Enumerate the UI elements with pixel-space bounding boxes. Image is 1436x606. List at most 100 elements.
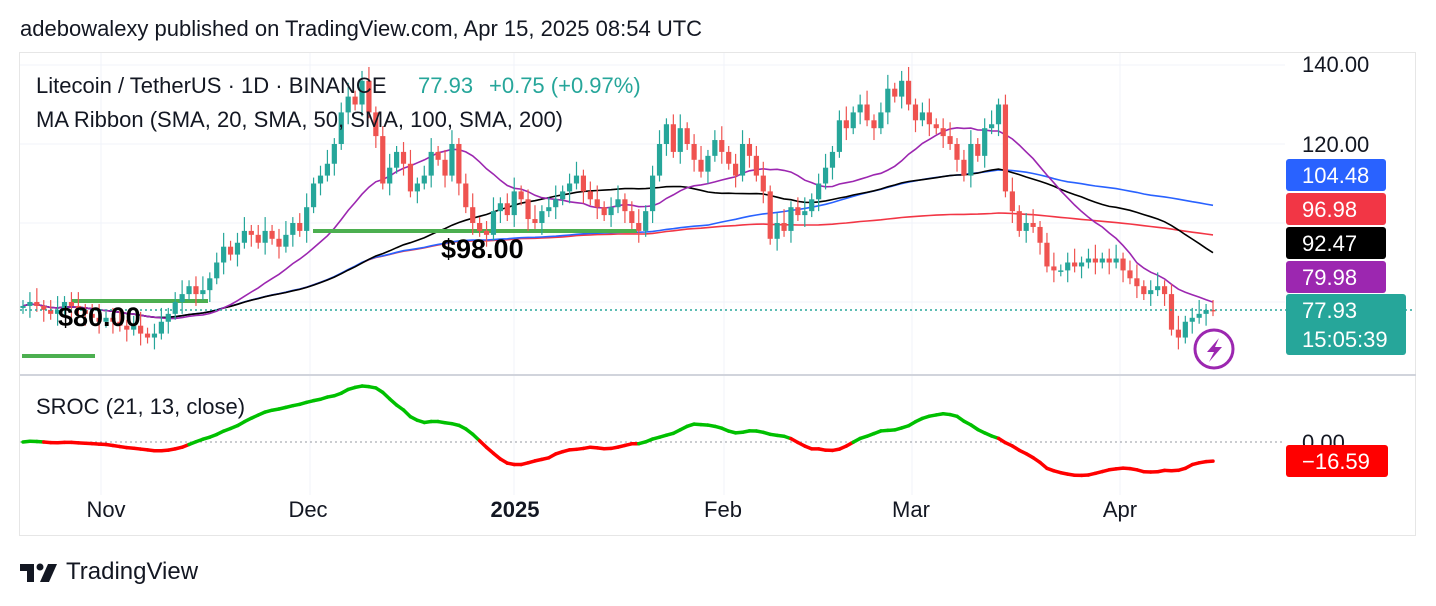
candle-body bbox=[61, 302, 68, 310]
candle-body bbox=[373, 112, 379, 137]
candle-body bbox=[144, 333, 151, 338]
price-badge bbox=[1286, 159, 1386, 191]
candle-body bbox=[822, 167, 829, 184]
candle-body bbox=[698, 159, 704, 172]
candle-body bbox=[864, 104, 870, 121]
candle-body bbox=[1196, 313, 1202, 318]
candle-body bbox=[207, 278, 213, 291]
time-axis: Nov Dec 2025 Feb Mar Apr bbox=[86, 497, 1137, 522]
candle-body bbox=[1051, 266, 1057, 271]
time-axis-label: Feb bbox=[704, 497, 742, 522]
candle-body bbox=[110, 317, 116, 322]
price-badges: 104.48 96.98 92.47 79.98 77.93 15:05:39 bbox=[1286, 159, 1406, 355]
candle-body bbox=[504, 203, 510, 216]
candle-body bbox=[400, 151, 407, 164]
candle-body bbox=[739, 144, 746, 176]
tradingview-logo-icon bbox=[20, 563, 57, 582]
candle-body bbox=[580, 175, 587, 192]
candle-body bbox=[48, 309, 54, 314]
candle-body bbox=[68, 302, 75, 306]
price-badge bbox=[1286, 193, 1386, 225]
candle-body bbox=[1127, 270, 1133, 279]
candle-body bbox=[27, 302, 33, 306]
candle-body bbox=[781, 223, 787, 231]
candle-body bbox=[380, 136, 386, 184]
candle-body bbox=[1210, 309, 1216, 312]
candle-body bbox=[124, 325, 130, 330]
candle-body bbox=[338, 112, 344, 144]
candle-body bbox=[961, 159, 967, 176]
candle-body bbox=[331, 144, 337, 164]
candle-body bbox=[760, 175, 766, 192]
candle-body bbox=[165, 313, 171, 322]
candle-body bbox=[919, 112, 926, 121]
candle-body bbox=[726, 151, 732, 164]
candle-body bbox=[41, 305, 47, 310]
candle-body bbox=[1120, 258, 1126, 271]
candle-body bbox=[345, 96, 351, 113]
candle-body bbox=[1092, 258, 1098, 263]
last-price-value: 77.93 bbox=[1302, 298, 1357, 323]
candle-body bbox=[394, 151, 400, 168]
candle-body bbox=[553, 199, 559, 208]
sroc-value-label: −16.59 bbox=[1302, 449, 1370, 474]
ma-ribbon-legend[interactable]: MA Ribbon (SMA, 20, SMA, 50, SMA, 100, S… bbox=[36, 107, 563, 132]
candle-body bbox=[1009, 191, 1015, 212]
candle-body bbox=[1106, 258, 1112, 263]
candle-body bbox=[539, 211, 545, 223]
price-tick-120: 120.00 bbox=[1302, 132, 1369, 157]
price-badge-label: 79.98 bbox=[1302, 265, 1357, 290]
candle-body bbox=[248, 230, 254, 235]
candle-body bbox=[414, 183, 420, 192]
lightning-icon[interactable] bbox=[1193, 328, 1235, 370]
candle-body bbox=[622, 199, 628, 212]
candle-body bbox=[276, 238, 282, 247]
candle-body bbox=[892, 88, 898, 97]
footer-brand[interactable]: TradingView bbox=[66, 558, 199, 585]
candle-body bbox=[601, 207, 607, 216]
candle-body bbox=[912, 104, 919, 121]
time-axis-label: Apr bbox=[1103, 497, 1137, 522]
candle-body bbox=[995, 104, 1002, 125]
candle-body bbox=[82, 309, 88, 314]
candle-body bbox=[179, 294, 185, 302]
candle-body bbox=[1134, 278, 1140, 287]
candle-body bbox=[470, 207, 476, 223]
candle-body bbox=[310, 183, 317, 208]
candle-body bbox=[158, 321, 164, 334]
chart-frame bbox=[19, 52, 1416, 536]
candle-body bbox=[483, 230, 490, 235]
candle-body bbox=[1155, 286, 1161, 291]
candle-body bbox=[677, 128, 683, 152]
last-price-badge bbox=[1286, 294, 1406, 355]
candle-body bbox=[843, 120, 849, 129]
candle-body bbox=[774, 223, 780, 239]
sroc-legend[interactable]: SROC (21, 13, close) bbox=[36, 394, 245, 419]
candle-body bbox=[615, 199, 621, 208]
candle-body bbox=[947, 136, 953, 144]
candle-body bbox=[241, 230, 247, 243]
candle-body bbox=[594, 199, 600, 208]
symbol-legend[interactable]: Litecoin / TetherUS · 1D · BINANCE bbox=[36, 73, 387, 98]
candle-body bbox=[407, 163, 414, 192]
candle-body bbox=[214, 262, 220, 279]
candle-body bbox=[511, 191, 517, 216]
candle-body bbox=[802, 211, 808, 216]
candle-body bbox=[255, 234, 261, 243]
candle-body bbox=[290, 223, 296, 235]
candle-body bbox=[221, 246, 227, 263]
candle-body bbox=[905, 80, 912, 105]
candle-body bbox=[366, 80, 372, 113]
candle-body bbox=[34, 302, 40, 306]
candle-body bbox=[262, 230, 268, 243]
candle-body bbox=[456, 144, 462, 184]
candle-body bbox=[193, 286, 199, 295]
candle-body bbox=[1085, 258, 1092, 263]
footer: TradingView bbox=[20, 556, 198, 588]
candle-body bbox=[200, 290, 206, 295]
candle-body bbox=[816, 183, 822, 200]
candle-body bbox=[829, 151, 836, 168]
candle-body bbox=[546, 207, 552, 212]
candle-body bbox=[1037, 226, 1043, 243]
